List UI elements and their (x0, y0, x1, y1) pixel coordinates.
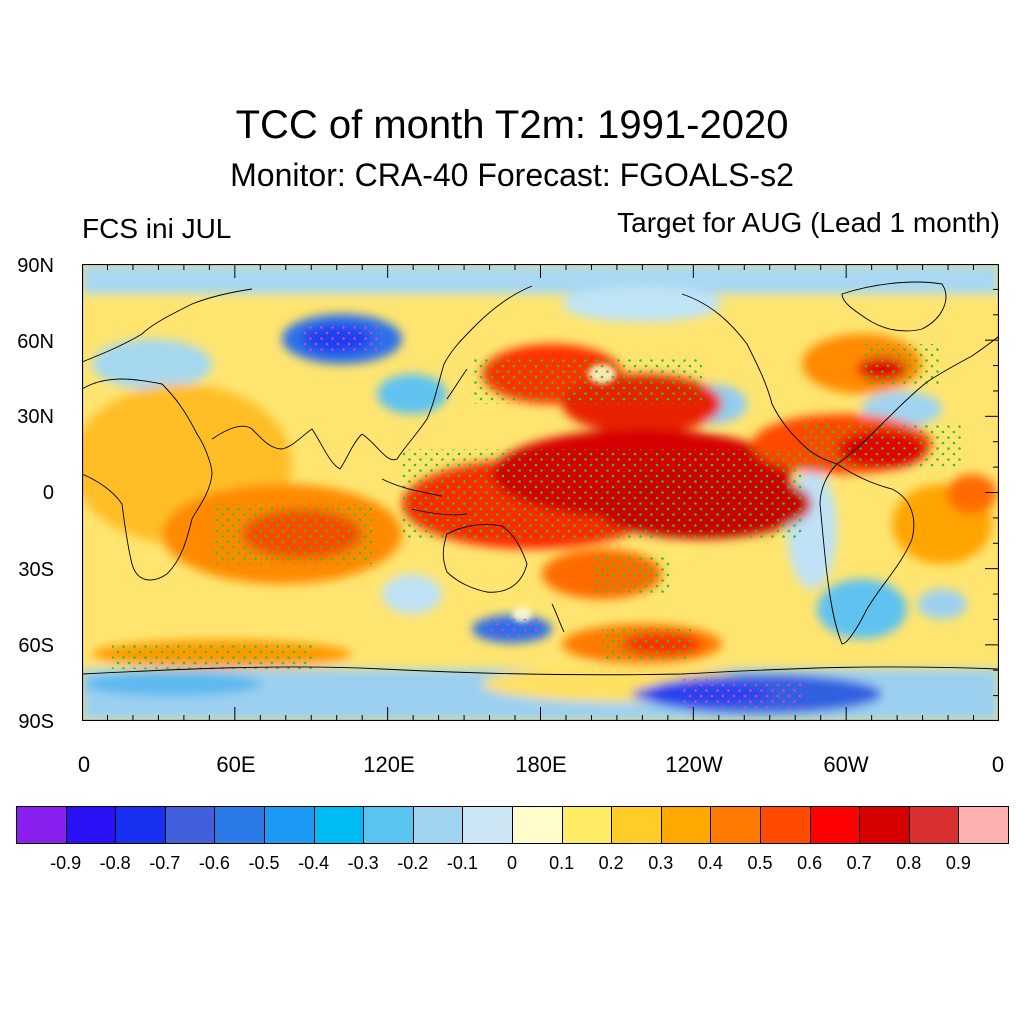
colorbar-label: 0.8 (896, 853, 922, 873)
lon-label-180e: 180E (515, 752, 567, 777)
chart-subtitle: Monitor: CRA-40 Forecast: FGOALS-s2 (230, 157, 794, 193)
colorbar-swatch (214, 806, 265, 844)
colorbar-label: 0 (506, 853, 517, 873)
colorbar-label: -0.9 (50, 853, 82, 873)
colorbar-swatch (65, 806, 117, 844)
colorbar-swatch (512, 806, 563, 844)
lon-label-60w: 60W (823, 752, 869, 777)
colorbar-label: 0.9 (945, 853, 971, 873)
colorbar-label: -0.2 (397, 853, 429, 873)
colorbar-swatch (561, 806, 613, 844)
colorbar-swatch (115, 806, 166, 844)
colorbar (16, 806, 1009, 844)
lat-label-equator: 0 (42, 482, 54, 504)
coastlines (82, 281, 999, 676)
colorbar-swatch (611, 806, 662, 844)
correlation-map (82, 264, 999, 721)
colorbar-label: 0.5 (747, 853, 773, 873)
colorbar-swatch (16, 806, 67, 844)
colorbar-swatch (958, 806, 1009, 844)
lat-label-90s: 90S (18, 711, 54, 733)
significance-stippling (112, 324, 962, 709)
colorbar-label: -0.4 (298, 853, 330, 873)
colorbar-label: -0.6 (198, 853, 230, 873)
lon-label-60e: 60E (216, 752, 256, 777)
colorbar-label: -0.5 (248, 853, 280, 873)
colorbar-swatch (164, 806, 216, 844)
colorbar-label: -0.8 (99, 853, 131, 873)
colorbar-label: -0.1 (446, 853, 478, 873)
target-label: Target for AUG (Lead 1 month) (617, 207, 1000, 238)
colorbar-label: 0.4 (697, 853, 723, 873)
colorbar-swatch (809, 806, 861, 844)
colorbar-swatch (660, 806, 712, 844)
colorbar-swatch (412, 806, 464, 844)
init-label: FCS ini JUL (82, 213, 232, 244)
colorbar-swatch (710, 806, 761, 844)
colorbar-swatch (908, 806, 960, 844)
lon-label-360: 0 (991, 752, 1005, 777)
colorbar-label: -0.7 (149, 853, 181, 873)
colorbar-label: 0.2 (598, 853, 624, 873)
lon-label-0: 0 (77, 752, 91, 777)
colorbar-label: 0.3 (648, 853, 674, 873)
colorbar-swatch (859, 806, 910, 844)
colorbar-label: 0.6 (797, 853, 823, 873)
colorbar-swatch (760, 806, 811, 844)
lat-label-90n: 90N (17, 255, 54, 277)
colorbar-label: -0.3 (347, 853, 379, 873)
colorbar-label: 0.7 (846, 853, 872, 873)
lat-label-30s: 30S (18, 559, 54, 581)
lon-label-120e: 120E (363, 752, 415, 777)
colorbar-swatch (363, 806, 414, 844)
chart-title: TCC of month T2m: 1991-2020 (235, 103, 789, 147)
lat-label-30n: 30N (17, 406, 54, 428)
colorbar-swatch (313, 806, 365, 844)
lon-label-120w: 120W (665, 752, 723, 777)
colorbar-label: 0.1 (549, 853, 575, 873)
lat-label-60n: 60N (17, 331, 54, 353)
colorbar-swatch (462, 806, 513, 844)
map-ticks (82, 264, 999, 721)
lat-label-60s: 60S (18, 635, 54, 657)
colorbar-swatch (264, 806, 315, 844)
